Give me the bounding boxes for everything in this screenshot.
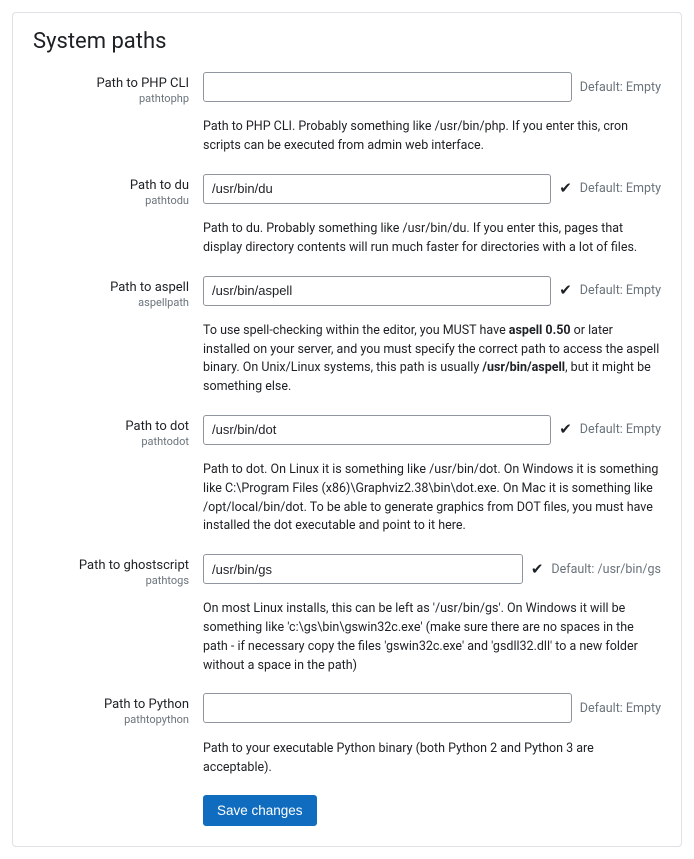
field-label: Path to dot [33,419,189,434]
pathtogs-input[interactable] [203,554,523,584]
desc-row: To use spell-checking within the editor,… [33,314,661,397]
field-label: Path to aspell [33,280,189,295]
label-col: Path to du pathtodu [33,174,203,208]
section-title: System paths [33,29,661,54]
default-text: Default: /usr/bin/gs [551,562,661,577]
row-pathtopython: Path to Python pathtopython Default: Emp… [33,693,661,727]
field-description: Path to PHP CLI. Probably something like… [203,110,661,156]
check-icon: ✔ [531,562,544,577]
desc-row: Path to dot. On Linux it is something li… [33,453,661,536]
field-description: On most Linux installs, this can be left… [203,592,661,675]
default-text: Default: Empty [580,701,661,716]
system-paths-panel: System paths Path to PHP CLI pathtophp D… [12,12,682,847]
field-name: pathtophp [33,92,189,106]
label-col: Path to aspell aspellpath [33,276,203,310]
aspellpath-input[interactable] [203,276,551,306]
label-col: Path to dot pathtodot [33,415,203,449]
check-icon: ✔ [559,422,572,437]
label-col: Path to PHP CLI pathtophp [33,72,203,106]
field-label: Path to ghostscript [33,558,189,573]
pathtophp-input[interactable] [203,72,572,102]
button-row: Save changes [33,795,661,826]
save-changes-button[interactable]: Save changes [203,795,317,826]
field-label: Path to Python [33,697,189,712]
check-icon: ✔ [559,283,572,298]
field-name: pathtopython [33,713,189,727]
default-text: Default: Empty [580,283,661,298]
row-pathtophp: Path to PHP CLI pathtophp Default: Empty [33,72,661,106]
field-description: Path to dot. On Linux it is something li… [203,453,661,536]
input-col: ✔ Default: Empty [203,415,661,445]
field-description: Path to your executable Python binary (b… [203,732,661,778]
field-name: pathtodot [33,435,189,449]
desc-row: On most Linux installs, this can be left… [33,592,661,675]
field-name: pathtodu [33,194,189,208]
desc-row: Path to your executable Python binary (b… [33,732,661,778]
row-aspellpath: Path to aspell aspellpath ✔ Default: Emp… [33,276,661,310]
field-name: aspellpath [33,296,189,310]
label-col: Path to ghostscript pathtogs [33,554,203,588]
input-col: Default: Empty [203,72,661,102]
field-name: pathtogs [33,574,189,588]
label-col: Path to Python pathtopython [33,693,203,727]
input-col: ✔ Default: /usr/bin/gs [203,554,661,584]
check-icon: ✔ [559,181,572,196]
input-col: ✔ Default: Empty [203,276,661,306]
input-col: ✔ Default: Empty [203,174,661,204]
desc-row: Path to du. Probably something like /usr… [33,212,661,258]
row-pathtogs: Path to ghostscript pathtogs ✔ Default: … [33,554,661,588]
pathtodot-input[interactable] [203,415,551,445]
input-col: Default: Empty [203,693,661,723]
row-pathtodot: Path to dot pathtodot ✔ Default: Empty [33,415,661,449]
field-description: To use spell-checking within the editor,… [203,314,661,397]
pathtodu-input[interactable] [203,174,551,204]
desc-row: Path to PHP CLI. Probably something like… [33,110,661,156]
default-text: Default: Empty [580,80,661,95]
default-text: Default: Empty [580,422,661,437]
pathtopython-input[interactable] [203,693,572,723]
field-label: Path to du [33,178,189,193]
row-pathtodu: Path to du pathtodu ✔ Default: Empty [33,174,661,208]
default-text: Default: Empty [580,181,661,196]
field-label: Path to PHP CLI [33,76,189,91]
field-description: Path to du. Probably something like /usr… [203,212,661,258]
